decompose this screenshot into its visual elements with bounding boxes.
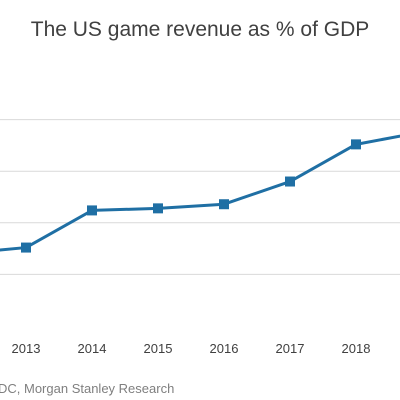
chart-title: The US game revenue as % of GDP [31, 18, 370, 41]
x-tick-label: 2017 [276, 341, 305, 356]
x-axis-ticks: 20122013201420152016201720182019 [12, 341, 371, 356]
x-tick-label: 2014 [78, 341, 107, 356]
x-tick-label: 2018 [342, 341, 371, 356]
gridlines [0, 119, 400, 275]
x-tick-label: 2015 [144, 341, 173, 356]
x-tick-label: 2013 [12, 341, 41, 356]
data-point-marker [87, 205, 97, 216]
data-point-marker [285, 176, 295, 187]
data-point-marker [351, 139, 361, 150]
x-tick-label: 2016 [210, 341, 239, 356]
data-point-marker [219, 199, 229, 210]
data-point-marker [21, 242, 31, 253]
source-note: DC, Morgan Stanley Research [0, 381, 174, 396]
data-point-marker [153, 203, 163, 214]
series [0, 134, 400, 253]
series-line [0, 134, 400, 252]
